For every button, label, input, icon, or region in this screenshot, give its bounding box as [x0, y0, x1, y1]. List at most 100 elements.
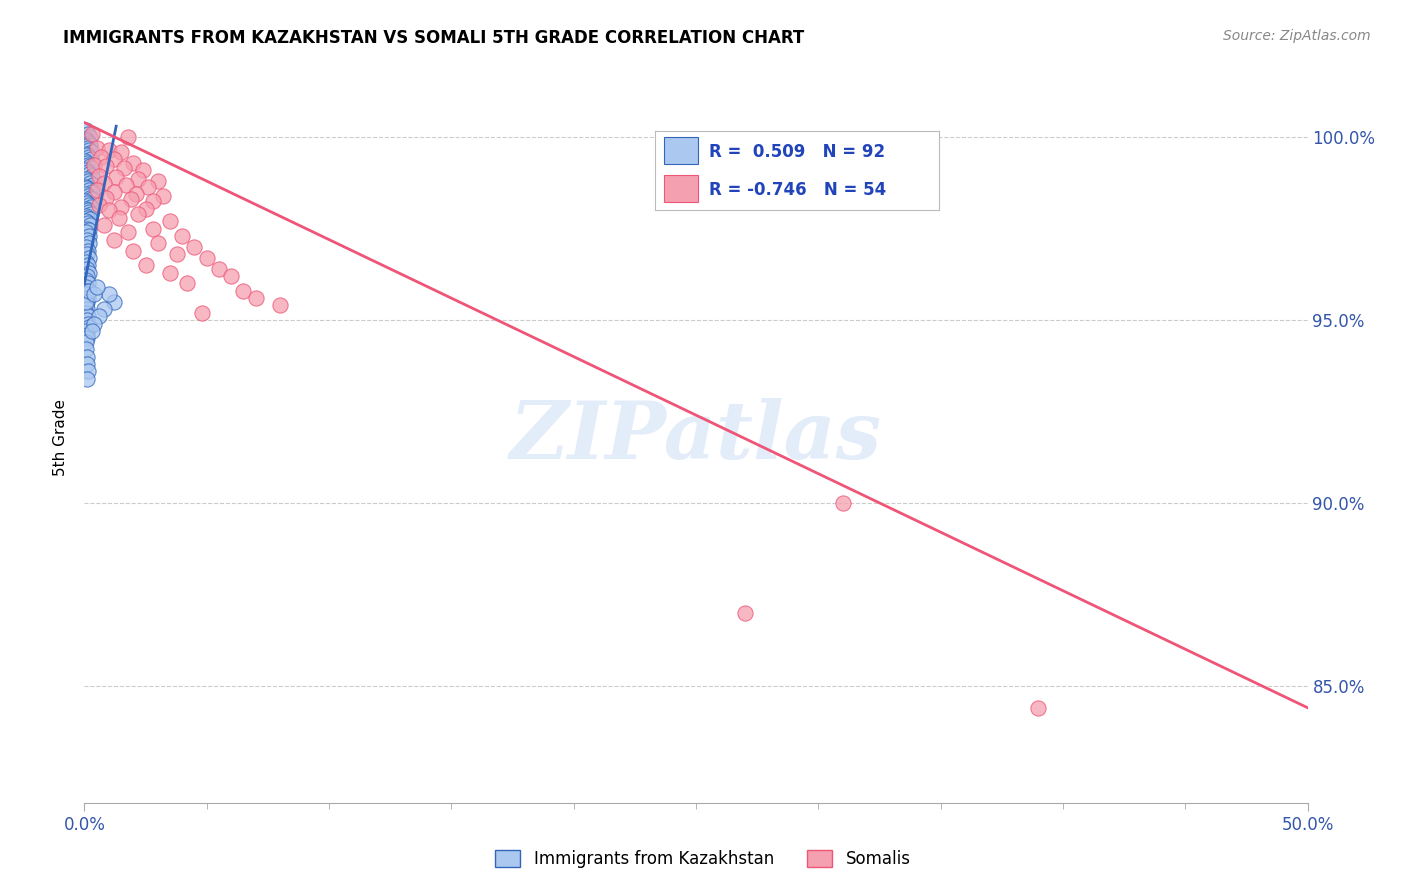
Point — [75, 139, 97, 153]
Point — [75, 294, 97, 309]
Point — [122, 244, 145, 258]
Point — [80, 127, 103, 141]
Point — [127, 207, 149, 221]
Point — [76, 331, 98, 345]
Point — [195, 251, 218, 265]
Point — [87, 198, 110, 212]
Point — [75, 280, 97, 294]
Point — [176, 277, 198, 291]
Point — [77, 150, 100, 164]
Point — [76, 269, 98, 284]
Point — [159, 214, 181, 228]
Point — [76, 141, 98, 155]
Point — [159, 266, 181, 280]
Point — [75, 209, 97, 223]
Point — [232, 284, 254, 298]
Point — [76, 196, 98, 211]
Point — [79, 137, 101, 152]
Point — [103, 185, 125, 199]
Point — [77, 127, 100, 141]
Point — [76, 291, 98, 305]
Point — [77, 198, 100, 212]
Point — [142, 194, 165, 209]
Point — [96, 190, 118, 204]
Point — [103, 294, 125, 309]
Point — [77, 251, 100, 265]
Point — [83, 158, 105, 172]
Point — [77, 258, 100, 272]
Point — [75, 179, 97, 194]
Point — [75, 334, 97, 349]
Point — [77, 183, 100, 197]
Point — [87, 169, 110, 183]
Point — [97, 203, 120, 218]
Point — [87, 310, 110, 324]
Point — [76, 181, 98, 195]
Point — [83, 287, 105, 301]
Point — [76, 203, 98, 218]
Point — [80, 324, 103, 338]
Point — [79, 190, 101, 204]
Point — [82, 178, 104, 192]
Point — [191, 306, 214, 320]
Point — [75, 186, 97, 201]
Point — [219, 269, 242, 284]
Point — [172, 229, 194, 244]
Point — [97, 143, 120, 157]
Point — [80, 185, 103, 199]
Point — [208, 261, 231, 276]
Point — [76, 357, 98, 371]
Text: IMMIGRANTS FROM KAZAKHSTAN VS SOMALI 5TH GRADE CORRELATION CHART: IMMIGRANTS FROM KAZAKHSTAN VS SOMALI 5TH… — [63, 29, 804, 46]
Point — [77, 236, 100, 251]
Point — [75, 306, 97, 320]
Point — [75, 324, 97, 338]
Point — [76, 221, 98, 235]
Point — [76, 284, 98, 298]
Point — [103, 233, 125, 247]
Point — [90, 150, 112, 164]
Point — [146, 174, 169, 188]
Legend: Immigrants from Kazakhstan, Somalis: Immigrants from Kazakhstan, Somalis — [489, 843, 917, 875]
Point — [79, 218, 101, 232]
Bar — [664, 176, 697, 202]
Point — [76, 165, 98, 179]
Point — [135, 202, 157, 216]
Point — [75, 287, 97, 301]
Point — [76, 294, 98, 309]
Point — [125, 186, 148, 201]
Point — [80, 193, 103, 207]
Point — [76, 148, 98, 162]
Point — [79, 160, 101, 174]
Point — [77, 364, 100, 378]
Point — [86, 141, 108, 155]
Bar — [664, 137, 697, 164]
Point — [76, 327, 98, 342]
Point — [83, 317, 105, 331]
Text: R = -0.746   N = 54: R = -0.746 N = 54 — [709, 180, 886, 199]
Point — [77, 320, 100, 334]
Point — [75, 343, 97, 357]
Point — [1028, 700, 1050, 714]
Point — [93, 176, 115, 190]
Point — [122, 155, 145, 169]
Point — [77, 277, 100, 291]
Text: ZIPatlas: ZIPatlas — [510, 399, 882, 475]
Point — [80, 152, 103, 166]
Point — [77, 229, 100, 244]
Point — [77, 310, 100, 324]
Point — [734, 606, 756, 620]
Point — [105, 170, 128, 185]
Point — [112, 161, 135, 176]
Point — [80, 169, 103, 183]
Point — [76, 317, 98, 331]
Point — [77, 266, 100, 280]
Point — [75, 146, 97, 161]
Point — [97, 287, 120, 301]
Y-axis label: 5th Grade: 5th Grade — [53, 399, 69, 475]
Point — [79, 176, 101, 190]
Point — [75, 240, 97, 254]
Point — [80, 200, 103, 214]
Point — [80, 207, 103, 221]
Point — [93, 302, 115, 317]
Point — [75, 132, 97, 146]
